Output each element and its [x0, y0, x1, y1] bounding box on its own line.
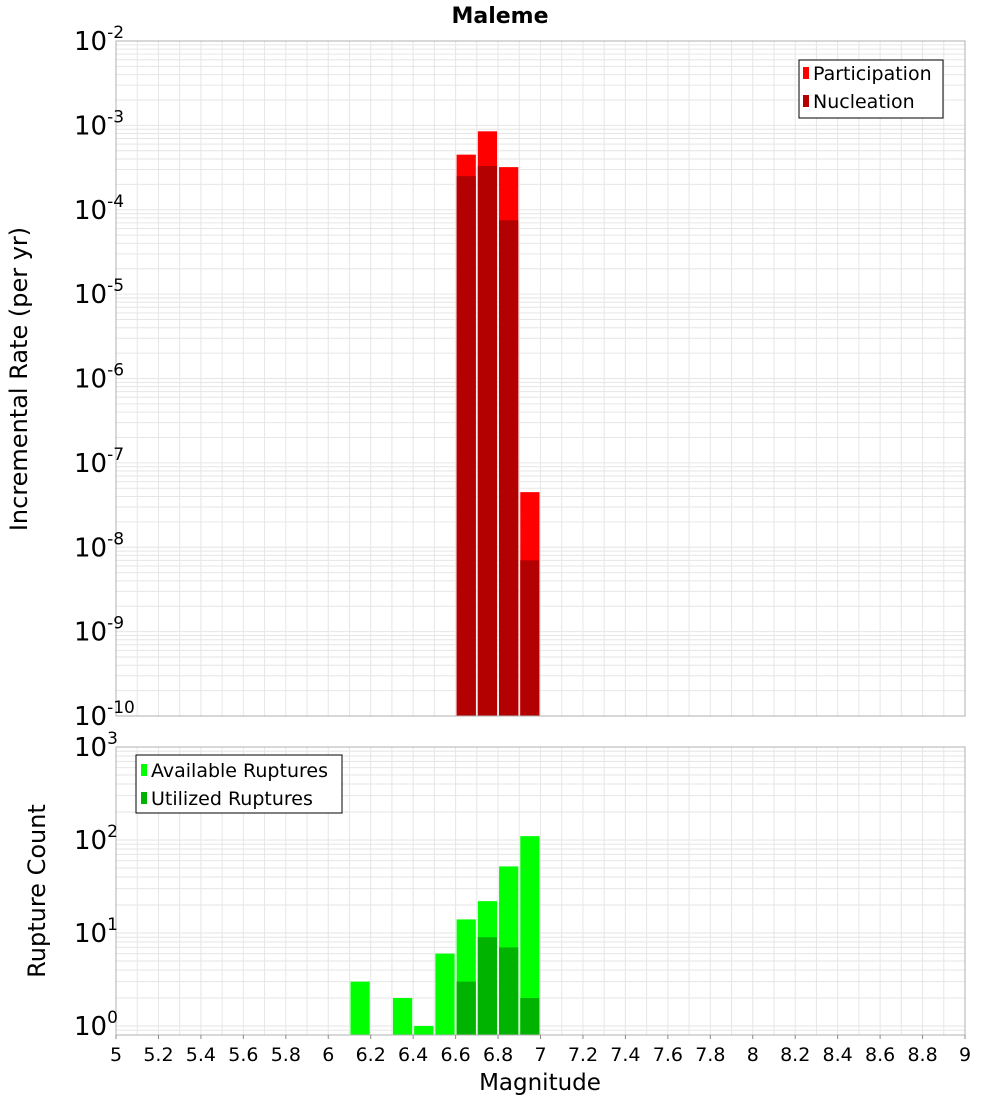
- rate-legend-box: [798, 59, 944, 119]
- count-bar-s1: [414, 1025, 434, 1035]
- count-panel: 100 101 102 103 Rupture Count Available Ruptu…: [23, 729, 971, 1096]
- rate-y-tick-label: 10-10: [74, 698, 135, 732]
- x-tick-label: 8.6: [865, 1044, 895, 1066]
- x-tick-label: 6.8: [483, 1044, 513, 1066]
- rate-y-tick-label: 10-5: [74, 276, 124, 310]
- x-tick-label: 5.8: [271, 1044, 301, 1066]
- x-tick-label: 9: [959, 1044, 971, 1066]
- count-bar-s2: [477, 937, 498, 1035]
- count-bar-s1: [350, 981, 370, 1035]
- rate-y-axis-label: Incremental Rate (per yr): [5, 227, 33, 531]
- legend-swatch-utilized: [141, 792, 147, 804]
- count-y-tick-label: 101: [74, 915, 118, 949]
- count-bar-s2: [456, 981, 476, 1035]
- rate-y-tick-label: 10-7: [74, 445, 124, 479]
- x-tick-label: 6.6: [440, 1044, 470, 1066]
- x-tick-label: 7: [534, 1044, 546, 1066]
- count-legend-box: [135, 754, 343, 814]
- legend-swatch-nucleation: [803, 95, 809, 107]
- legend-swatch-participation: [803, 67, 809, 79]
- x-tick-label: 6.4: [398, 1044, 428, 1066]
- count-y-axis-label: Rupture Count: [23, 804, 51, 978]
- rate-y-tick-label: 10-4: [74, 192, 124, 226]
- count-bar-s1: [392, 997, 413, 1035]
- legend-label-available: Available Ruptures: [151, 760, 328, 782]
- x-tick-label: 5: [110, 1044, 122, 1066]
- rate-frame: [115, 40, 966, 717]
- x-axis-label: Magnitude: [479, 1070, 601, 1096]
- x-tick-label: 8.2: [780, 1044, 810, 1066]
- x-tick-label: 6.2: [356, 1044, 386, 1066]
- count-bar-s2: [499, 947, 519, 1035]
- legend-label-utilized: Utilized Ruptures: [151, 788, 313, 810]
- x-tick-label: 6: [322, 1044, 334, 1066]
- x-tick-label: 5.2: [143, 1044, 173, 1066]
- x-tick-label: 5.4: [186, 1044, 216, 1066]
- rate-y-tick-label: 10-8: [74, 529, 124, 563]
- rate-y-tick-label: 10-6: [74, 361, 124, 395]
- rate-bar-s2: [456, 176, 476, 716]
- rate-y-tick-label: 10-3: [74, 107, 124, 141]
- count-y-tick-label: 103: [74, 729, 118, 763]
- rate-bar-s2: [499, 220, 519, 717]
- x-tick-label: 5.6: [228, 1044, 258, 1066]
- legend-label-nucleation: Nucleation: [813, 91, 915, 113]
- x-tick-label: 7.8: [695, 1044, 725, 1066]
- rate-bar-s2: [520, 560, 540, 716]
- rate-legend: Participation Nucleation: [798, 59, 944, 119]
- count-legend: Available Ruptures Utilized Ruptures: [135, 754, 343, 814]
- rate-bar-s2: [477, 166, 498, 717]
- rate-y-tick-label: 10-9: [74, 614, 124, 648]
- rate-y-tick-label: 10-2: [74, 23, 124, 57]
- rate-panel: 10-10 10-9 10-8 10-7 10-6 10-5 10-4 10-3 10-2 Inc…: [5, 23, 966, 732]
- x-tick-label: 8.4: [823, 1044, 853, 1066]
- count-bar-s1: [520, 836, 540, 1035]
- x-tick-label: 8.8: [907, 1044, 937, 1066]
- x-tick-label: 7.4: [610, 1044, 640, 1066]
- legend-label-participation: Participation: [813, 63, 932, 85]
- count-y-tick-label: 100: [74, 1008, 118, 1042]
- x-tick-label: 8: [747, 1044, 759, 1066]
- count-bar-s1: [435, 953, 455, 1035]
- count-y-tick-label: 102: [74, 822, 118, 856]
- chart-title: Maleme: [451, 4, 548, 29]
- count-bar-s2: [520, 997, 540, 1035]
- legend-swatch-available: [141, 764, 147, 776]
- x-tick-label: 7.2: [568, 1044, 598, 1066]
- x-tick-label: 7.6: [653, 1044, 683, 1066]
